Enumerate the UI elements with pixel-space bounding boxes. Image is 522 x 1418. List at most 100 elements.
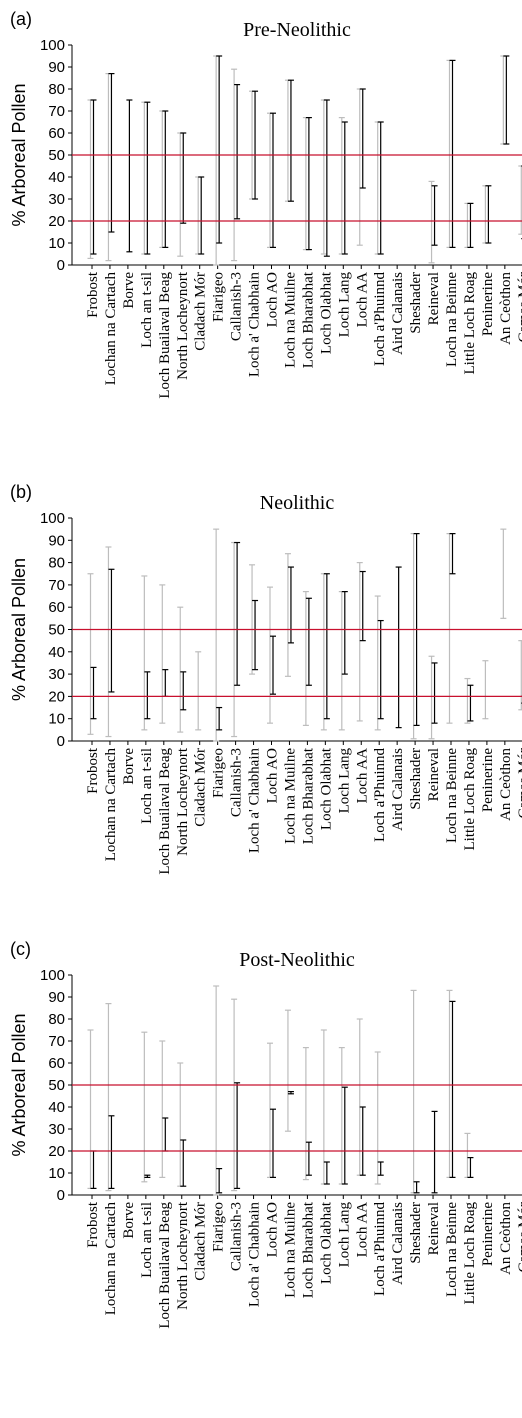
context-range-bar	[302, 1046, 309, 1181]
context-range-bar	[500, 528, 507, 619]
x-tick-label: Loch Lang	[336, 748, 352, 814]
context-range-bar	[141, 1031, 148, 1183]
period-range-bar	[144, 671, 151, 720]
context-range-bar	[428, 655, 435, 740]
y-tick-label: 70	[48, 103, 65, 120]
period-range-bar	[270, 635, 276, 695]
context-range-bar	[177, 1062, 184, 1187]
chart-title: Neolithic	[260, 492, 335, 514]
period-range-bar	[467, 202, 474, 248]
context-range-bar	[87, 1029, 94, 1190]
period-range-bar	[90, 99, 97, 255]
x-tick-label: Sheshader	[408, 748, 424, 810]
panel-label: (c)	[10, 939, 31, 959]
context-range-bar	[446, 989, 453, 1179]
period-range-bar	[270, 112, 276, 248]
context-range-bar	[213, 985, 220, 1196]
x-tick-label: Loch a'Phuinnd	[372, 748, 388, 842]
x-tick-label: Loch na Beinne	[444, 272, 460, 367]
y-tick-label: 100	[40, 967, 65, 984]
x-tick-label: Lochan na Cartach	[103, 272, 119, 386]
y-tick-label: 80	[48, 555, 65, 572]
period-range-bar	[359, 1106, 366, 1176]
x-tick-label: Sheshader	[408, 272, 424, 334]
period-range-bar	[162, 110, 169, 248]
y-tick-label: 50	[48, 1077, 65, 1094]
period-range-bar	[108, 568, 115, 693]
x-tick-label: Frobost	[85, 271, 101, 318]
context-range-bar	[518, 640, 522, 711]
y-tick-label: 40	[48, 1099, 65, 1116]
period-range-bar	[90, 1150, 97, 1190]
period-range-bar	[234, 83, 241, 220]
x-tick-label: Loch Olabhat	[318, 1201, 334, 1284]
x-tick-label: Camas Mór	[516, 272, 522, 342]
x-tick-label: Cladach Mór	[193, 272, 209, 351]
context-range-bar	[482, 660, 489, 720]
period-range-bar	[252, 599, 259, 671]
context-range-bar	[195, 651, 202, 731]
x-tick-label: Loch Bharabhat	[300, 271, 316, 368]
chart-panel-3: (c) Post-Neolithic % Arboreal Pollen 0 10 20 3…	[9, 939, 522, 1329]
period-range-bar	[162, 1117, 169, 1152]
x-tick-label: An Ceòthon	[498, 748, 514, 821]
x-tick-label: Loch Buailaval Beag	[157, 1202, 173, 1329]
x-tick-label: Reineval	[426, 1202, 442, 1255]
context-range-bar	[231, 998, 238, 1192]
x-tick-label: An Ceòthon	[498, 272, 514, 345]
y-tick-label: 60	[48, 125, 65, 142]
context-range-bar	[267, 586, 273, 724]
period-range-bar	[359, 570, 366, 642]
panel-label: (a)	[10, 9, 32, 29]
y-tick-label: 90	[48, 532, 65, 549]
chart-panel-1: (a) Pre-Neolithic % Arboreal Pollen 0 10 20 30…	[9, 9, 522, 399]
context-range-bar	[410, 989, 417, 1194]
x-tick-label: Peninerine	[480, 272, 496, 336]
x-tick-label: Borve	[121, 748, 137, 785]
period-range-bar	[180, 1139, 187, 1187]
context-range-bar	[87, 573, 94, 735]
y-tick-label: 80	[48, 81, 65, 98]
period-range-bar	[377, 619, 384, 720]
y-tick-label: 0	[57, 257, 65, 274]
y-tick-label: 60	[48, 599, 65, 616]
context-range-bar	[374, 595, 381, 731]
context-range-bar	[374, 1051, 381, 1185]
context-range-bar	[302, 116, 309, 251]
period-range-bar	[144, 101, 151, 255]
x-tick-label: Fiarigeo	[211, 1202, 227, 1252]
context-range-bar	[464, 202, 471, 248]
period-range-bar	[395, 566, 402, 729]
context-range-bar	[356, 561, 363, 722]
period-range-bar	[90, 666, 97, 720]
y-tick-label: 50	[48, 622, 65, 639]
x-tick-label: Loch an t-sil	[139, 748, 155, 824]
x-tick-label: Peninerine	[480, 1202, 496, 1266]
period-range-bar	[144, 1174, 151, 1179]
period-range-bar	[341, 590, 348, 675]
period-range-bar	[126, 99, 133, 253]
y-tick-label: 10	[48, 1165, 65, 1182]
period-range-bar	[485, 185, 492, 244]
context-range-bar	[320, 99, 327, 255]
x-tick-label: Frobost	[85, 1201, 101, 1248]
x-tick-label: Camas Mór	[516, 1202, 522, 1272]
x-tick-label: Cladach Mór	[193, 748, 209, 827]
context-range-bar	[231, 68, 238, 262]
y-axis-label: % Arboreal Pollen	[9, 1013, 29, 1156]
period-range-bar	[341, 121, 348, 255]
period-range-bar	[287, 1090, 294, 1095]
y-tick-label: 30	[48, 1121, 65, 1138]
x-tick-label: North Locheynort	[175, 1201, 191, 1310]
context-range-bar	[249, 90, 256, 200]
context-range-bar	[141, 575, 148, 731]
x-tick-label: Loch na Muilne	[282, 272, 298, 368]
period-range-bar	[323, 99, 330, 257]
context-range-bar	[267, 112, 273, 248]
period-range-bar	[449, 1000, 456, 1179]
y-tick-label: 10	[48, 711, 65, 728]
x-tick-label: Sheshader	[408, 1202, 424, 1264]
y-tick-label: 20	[48, 688, 65, 705]
context-range-bar	[338, 1046, 345, 1185]
context-range-bar	[249, 564, 256, 675]
